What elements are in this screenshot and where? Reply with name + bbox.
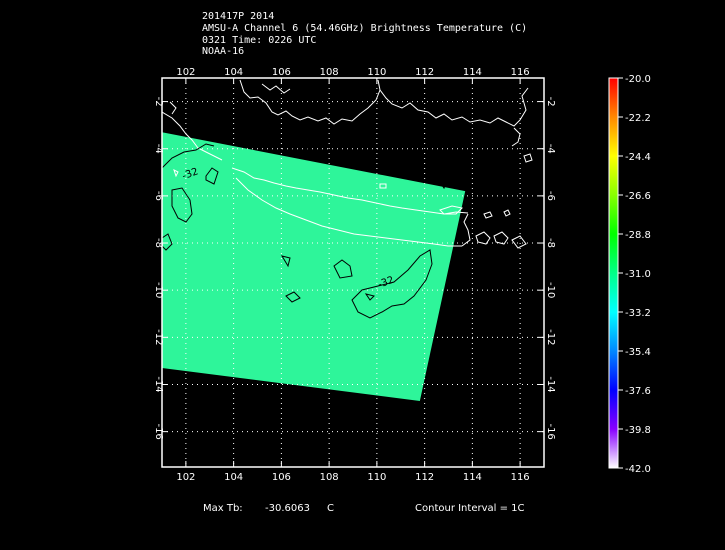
lat-tick-label-left: -4 xyxy=(153,144,164,154)
lat-tick-label-left: -8 xyxy=(153,238,164,248)
lon-tick-label-bottom: 102 xyxy=(176,472,195,483)
lat-tick-label-right: -8 xyxy=(545,238,556,248)
colorbar-label: -37.6 xyxy=(625,386,651,397)
max-tb-value: -30.6063 xyxy=(265,503,310,514)
colorbar-label: -20.0 xyxy=(625,74,651,85)
colorbar-label: -24.4 xyxy=(625,152,651,163)
lat-tick-label-right: -14 xyxy=(545,376,556,392)
colorbar-label: -26.6 xyxy=(625,191,651,202)
lat-tick-label-left: -6 xyxy=(153,191,164,201)
lat-tick-label-left: -16 xyxy=(153,423,164,439)
lon-tick-label-top: 112 xyxy=(415,67,434,78)
coastline xyxy=(162,79,533,249)
title-line-4: NOAA-16 xyxy=(202,46,245,57)
colorbar-label: -39.8 xyxy=(625,425,651,436)
lat-tick-label-left: -10 xyxy=(153,282,164,298)
colorbar-label: -22.2 xyxy=(625,113,651,124)
lon-tick-label-top: 114 xyxy=(463,67,482,78)
colorbar-label: -42.0 xyxy=(625,464,651,475)
lat-lon-grid xyxy=(162,78,544,467)
lon-tick-label-bottom: 104 xyxy=(224,472,243,483)
colorbar-label: -28.8 xyxy=(625,230,651,241)
lat-tick-label-left: -14 xyxy=(153,376,164,392)
colorbar-labels: -20.0 -22.2 -24.4 -26.6 -28.8 -31.0 -33.2 -35.4… xyxy=(618,74,651,475)
contour-label: -32 xyxy=(181,166,200,182)
title-line-3: 0321 Time: 0226 UTC xyxy=(202,35,317,46)
lat-tick-label-right: -12 xyxy=(545,329,556,345)
lon-tick-label-top: 110 xyxy=(367,67,386,78)
max-tb-label: Max Tb: xyxy=(203,503,243,514)
lat-tick-label-right: -4 xyxy=(545,144,556,154)
lon-tick-label-bottom: 116 xyxy=(511,472,530,483)
lat-tick-label-right: -10 xyxy=(545,282,556,298)
lon-tick-label-top: 116 xyxy=(511,67,530,78)
colorbar xyxy=(608,77,619,469)
lat-tick-label-right: -16 xyxy=(545,423,556,439)
lon-tick-label-top: 102 xyxy=(176,67,195,78)
temperature-contours xyxy=(162,137,449,319)
lat-tick-label-right: -6 xyxy=(545,191,556,201)
lon-tick-label-bottom: 114 xyxy=(463,472,482,483)
title-line-1: 201417P 2014 xyxy=(202,11,275,22)
lon-tick-label-top: 104 xyxy=(224,67,243,78)
lat-tick-label-left: -2 xyxy=(153,97,164,107)
lat-tick-label-right: -2 xyxy=(545,97,556,107)
colorbar-label: -31.0 xyxy=(625,269,651,280)
colorbar-label: -35.4 xyxy=(625,347,651,358)
lon-tick-label-bottom: 110 xyxy=(367,472,386,483)
lon-tick-label-bottom: 112 xyxy=(415,472,434,483)
max-tb-unit: C xyxy=(327,503,334,514)
contour-label: -32 xyxy=(377,275,396,291)
lon-tick-label-bottom: 106 xyxy=(272,472,291,483)
title-line-2: AMSU-A Channel 6 (54.46GHz) Brightness T… xyxy=(202,23,528,34)
lon-tick-label-bottom: 108 xyxy=(320,472,339,483)
colorbar-label: -33.2 xyxy=(625,308,651,319)
lat-tick-label-left: -12 xyxy=(153,329,164,345)
map-frame xyxy=(161,77,545,468)
brightness-temperature-swath xyxy=(162,132,466,401)
axis-ticks: 102 102 104 104 106 106 108 108 110 110 112 112 114 1… xyxy=(153,67,556,483)
lon-tick-label-top: 106 xyxy=(272,67,291,78)
contour-interval-label: Contour Interval = 1C xyxy=(415,503,525,514)
lon-tick-label-top: 108 xyxy=(320,67,339,78)
